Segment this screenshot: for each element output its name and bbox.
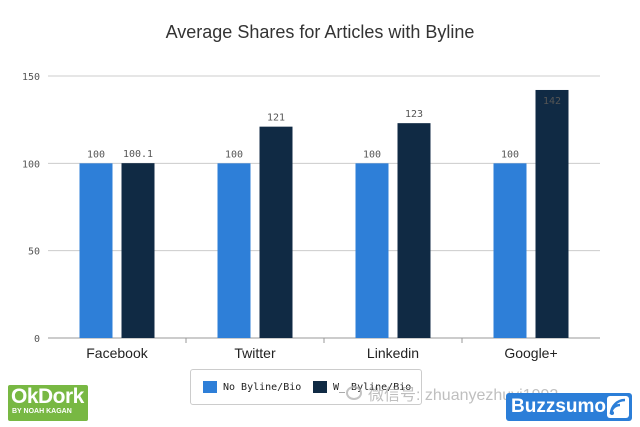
bar <box>355 163 389 338</box>
bar <box>217 163 251 338</box>
bar <box>493 163 527 338</box>
data-label: 121 <box>267 113 285 124</box>
legend-item-with-byline[interactable]: W_ Byline/Bio <box>313 380 411 394</box>
x-tick-label: Google+ <box>504 345 557 361</box>
bar <box>535 89 569 339</box>
chart-title: Average Shares for Articles with Byline <box>165 22 475 42</box>
legend-label-with-byline: W_ Byline/Bio <box>333 381 412 393</box>
data-label: 100.1 <box>123 149 153 160</box>
data-label: 123 <box>405 109 423 120</box>
data-label: 100 <box>363 149 381 160</box>
y-tick-label: 0 <box>34 334 40 345</box>
legend: No Byline/Bio W_ Byline/Bio <box>190 369 422 405</box>
bar <box>259 126 293 338</box>
okdork-logo: OkDork BY NOAH KAGAN <box>8 385 88 421</box>
buzzsumo-logo-name: Buzzsumo <box>511 396 606 417</box>
bar <box>397 123 431 338</box>
y-tick-label: 100 <box>22 159 40 170</box>
data-label: 100 <box>501 149 519 160</box>
bar <box>79 163 113 338</box>
okdork-logo-name: OkDork <box>11 385 84 408</box>
legend-label-no-byline: No Byline/Bio <box>223 381 302 393</box>
data-label: 142 <box>543 96 561 107</box>
x-tick-label: Twitter <box>234 345 276 361</box>
x-tick-label: Linkedin <box>367 345 419 361</box>
bar <box>121 163 155 338</box>
legend-swatch-with-byline <box>313 381 327 393</box>
data-label: 100 <box>87 149 105 160</box>
wifi-signal-icon <box>607 396 629 418</box>
okdork-logo-tagline: BY NOAH KAGAN <box>12 408 72 415</box>
legend-swatch-no-byline <box>203 381 217 393</box>
wechat-icon <box>346 386 362 400</box>
y-tick-label: 50 <box>28 247 40 258</box>
y-tick-label: 150 <box>22 72 40 83</box>
data-label: 100 <box>225 149 243 160</box>
x-tick-label: Facebook <box>86 345 148 361</box>
buzzsumo-logo: Buzzsumo <box>506 393 632 421</box>
legend-item-no-byline[interactable]: No Byline/Bio <box>203 380 301 394</box>
